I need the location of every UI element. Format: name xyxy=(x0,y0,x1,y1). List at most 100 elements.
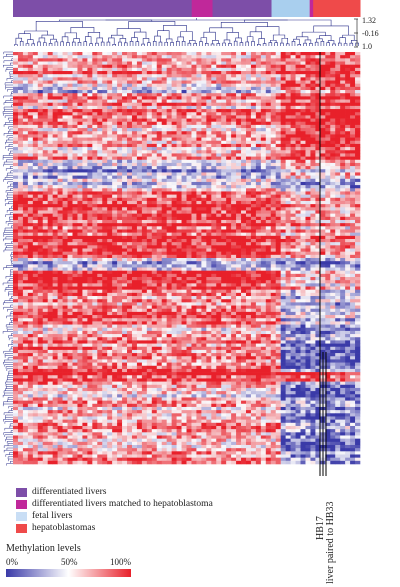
heatmap-cell xyxy=(201,156,207,161)
heatmap-cell xyxy=(57,77,63,81)
heatmap-cell xyxy=(265,194,272,199)
heatmap-cell xyxy=(161,162,167,167)
heatmap-cell xyxy=(112,74,118,78)
heatmap-cell xyxy=(107,178,113,183)
row-dendrogram-branch xyxy=(4,434,13,437)
heatmap-cell xyxy=(305,96,311,100)
heatmap-cell xyxy=(285,245,291,249)
heatmap-cell xyxy=(191,74,197,78)
heatmap-cell xyxy=(102,112,108,116)
heatmap-cell xyxy=(295,232,301,237)
heatmap-cell xyxy=(52,80,58,84)
row-dendrogram-branch xyxy=(5,438,13,442)
heatmap-cell xyxy=(290,131,296,135)
heatmap-cell xyxy=(255,99,262,104)
heatmap-cell xyxy=(275,105,281,110)
heatmap-cell xyxy=(196,185,202,189)
heatmap-cell xyxy=(275,162,281,167)
heatmap-cell xyxy=(32,83,39,88)
heatmap-cell xyxy=(231,55,237,59)
heatmap-cell xyxy=(221,178,227,183)
heatmap-cell xyxy=(211,71,217,75)
heatmap-cell xyxy=(22,80,29,84)
heatmap-cell xyxy=(122,115,128,119)
heatmap-cell xyxy=(295,213,301,218)
heatmap-cell xyxy=(151,169,158,173)
heatmap-cell xyxy=(340,235,346,240)
heatmap-cell xyxy=(265,229,272,233)
heatmap-cell xyxy=(17,242,24,246)
heatmap-cell xyxy=(62,213,68,218)
heatmap-cell xyxy=(151,67,158,72)
heatmap-cell xyxy=(52,61,58,65)
heatmap-cell xyxy=(330,166,336,170)
heatmap-cell xyxy=(77,83,83,88)
heatmap-cell xyxy=(112,242,118,246)
heatmap-cell xyxy=(166,175,172,180)
heatmap-cell xyxy=(112,178,118,183)
heatmap-cell xyxy=(57,153,63,157)
heatmap-cell xyxy=(270,229,277,233)
heatmap-cell xyxy=(310,172,316,176)
heatmap-cell xyxy=(201,219,207,224)
heatmap-cell xyxy=(161,90,167,94)
heatmap-cell xyxy=(350,150,356,154)
heatmap-cell xyxy=(196,115,202,119)
heatmap-cell xyxy=(27,90,34,94)
heatmap-cell xyxy=(131,74,138,78)
heatmap-cell xyxy=(211,194,217,199)
heatmap-cell xyxy=(191,159,197,164)
heatmap-cell xyxy=(250,159,257,164)
heatmap-cell xyxy=(241,223,247,227)
heatmap-cell xyxy=(47,254,53,259)
heatmap-cell xyxy=(275,223,281,227)
heatmap-cell xyxy=(166,90,172,94)
heatmap-cell xyxy=(107,61,113,65)
heatmap-cell xyxy=(295,181,301,186)
heatmap-cell xyxy=(57,134,63,138)
heatmap-cell xyxy=(196,134,202,138)
heatmap-cell xyxy=(325,58,331,62)
heatmap-cell xyxy=(151,185,158,189)
heatmap-cell xyxy=(355,226,361,230)
heatmap-cell xyxy=(320,197,326,202)
heatmap-cell xyxy=(42,153,48,157)
heatmap-cell xyxy=(117,61,123,65)
heatmap-cell xyxy=(161,248,167,252)
heatmap-cell xyxy=(275,150,281,154)
dendrogram-branch xyxy=(181,41,186,46)
heatmap-cell xyxy=(112,102,118,107)
heatmap-cell xyxy=(112,90,118,94)
heatmap-cell xyxy=(310,58,316,62)
heatmap-cell xyxy=(151,238,158,243)
heatmap-cell xyxy=(77,194,83,199)
heatmap-cell xyxy=(22,226,29,230)
heatmap-cell xyxy=(231,134,237,138)
heatmap-cell xyxy=(211,175,217,180)
heatmap-cell xyxy=(13,245,19,249)
heatmap-cell xyxy=(201,254,207,259)
heatmap-cell xyxy=(250,207,257,211)
heatmap-cell xyxy=(191,140,197,145)
dendrogram-branch xyxy=(27,39,34,44)
heatmap-cell xyxy=(67,232,73,237)
heatmap-cell xyxy=(47,74,53,78)
heatmap-cell xyxy=(77,204,83,208)
heatmap-cell xyxy=(122,96,128,100)
heatmap-cell xyxy=(226,210,232,214)
heatmap-cell xyxy=(221,86,227,91)
heatmap-cell xyxy=(22,258,29,262)
dendrogram-branch xyxy=(216,43,221,46)
heatmap-cell xyxy=(82,137,88,142)
row-dendrogram-branch xyxy=(9,452,13,455)
heatmap-cell xyxy=(127,245,133,249)
heatmap-cell xyxy=(355,61,361,65)
heatmap-cell xyxy=(122,134,128,138)
heatmap-cell xyxy=(127,128,133,132)
heatmap-cell xyxy=(141,194,148,199)
heatmap-cell xyxy=(72,96,78,100)
heatmap-cell xyxy=(250,71,257,75)
heatmap-cell xyxy=(290,121,296,126)
heatmap-cell xyxy=(245,102,252,107)
